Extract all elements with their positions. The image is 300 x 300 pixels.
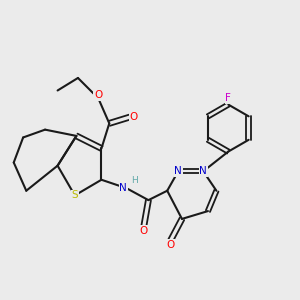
Text: S: S [71,190,78,200]
Text: O: O [166,240,175,250]
Text: O: O [140,226,148,236]
Text: O: O [94,90,102,100]
Text: O: O [129,112,137,122]
Text: F: F [225,93,231,103]
Text: N: N [119,183,127,193]
Text: H: H [131,176,138,185]
Text: N: N [200,166,207,176]
Text: N: N [174,166,182,176]
